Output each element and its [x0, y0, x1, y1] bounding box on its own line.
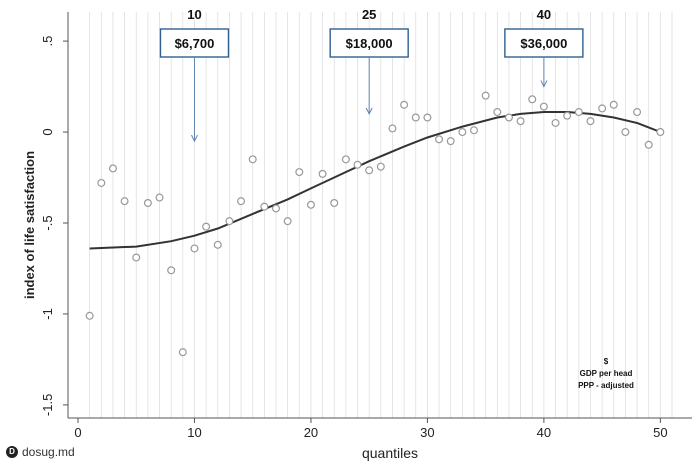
data-point: [481, 91, 490, 100]
data-point: [621, 128, 630, 137]
callout-arrowhead: [540, 80, 548, 88]
data-point: [598, 104, 607, 113]
data-point: [539, 102, 548, 111]
data-point: [97, 178, 106, 187]
x-tick-label: 10: [187, 425, 201, 440]
data-point: [260, 202, 269, 211]
plot-area: [68, 12, 692, 418]
data-point: [376, 162, 385, 171]
fit-curve-line: [89, 111, 661, 250]
top-quantile-label: 25: [362, 7, 376, 22]
top-quantile-label: 10: [187, 7, 201, 22]
data-point: [504, 113, 513, 122]
data-point: [120, 197, 129, 206]
data-point: [365, 166, 374, 175]
data-point: [341, 155, 350, 164]
data-point: [213, 240, 222, 249]
callout-box: [504, 28, 584, 58]
y-axis-title: index of life satisfaction: [22, 151, 37, 299]
data-point: [283, 217, 292, 226]
data-point: [330, 198, 339, 207]
data-point: [446, 137, 455, 146]
data-point: [609, 100, 618, 109]
x-tick-label: 50: [653, 425, 667, 440]
watermark-text: dosug.md: [22, 445, 75, 459]
data-point: [388, 124, 397, 133]
watermark: D dosug.md: [6, 444, 75, 460]
x-tick-label: 40: [537, 425, 551, 440]
data-point: [143, 198, 152, 207]
data-point: [435, 135, 444, 144]
data-point: [202, 222, 211, 231]
data-point: [167, 266, 176, 275]
data-point: [190, 244, 199, 253]
callout-label: $6,700: [175, 36, 215, 51]
data-point: [528, 95, 537, 104]
data-point: [586, 117, 595, 126]
data-point: [656, 128, 665, 137]
data-point: [493, 108, 502, 117]
data-point: [563, 111, 572, 120]
data-point: [295, 168, 304, 177]
data-point: [470, 126, 479, 135]
data-point: [574, 108, 583, 117]
data-point: [411, 113, 420, 122]
data-point: [423, 113, 432, 122]
data-point: [132, 253, 141, 262]
data-point: [306, 200, 315, 209]
callout-box: [159, 28, 230, 58]
data-point: [318, 169, 327, 178]
data-point: [633, 108, 642, 117]
data-point: [516, 117, 525, 126]
data-point: [85, 311, 94, 320]
data-point: [178, 348, 187, 357]
callout-arrowhead: [191, 134, 198, 143]
data-point: [353, 160, 362, 169]
data-point: [108, 164, 117, 173]
top-quantile-label: 40: [537, 7, 551, 22]
y-tick-label: -1: [40, 308, 55, 320]
x-axis-title: quantiles: [362, 445, 418, 461]
data-point: [644, 140, 653, 149]
data-point: [400, 100, 409, 109]
y-tick-label: -1.5: [40, 394, 55, 416]
y-tick-label: .5: [40, 36, 55, 47]
data-point: [248, 155, 257, 164]
data-point: [551, 118, 560, 127]
note-line: PPP - adjusted: [578, 381, 634, 390]
y-tick-label: 0: [40, 128, 55, 135]
data-point: [458, 128, 467, 137]
note-line: $: [604, 357, 609, 366]
data-point: [272, 204, 281, 213]
y-tick-label: -.5: [40, 215, 55, 230]
callout-label: $18,000: [346, 36, 393, 51]
callout-box: [329, 28, 409, 58]
x-tick-label: 20: [304, 425, 318, 440]
callout-arrowhead: [365, 107, 373, 115]
data-point: [225, 217, 234, 226]
data-point: [237, 197, 246, 206]
x-tick-label: 0: [74, 425, 81, 440]
d-logo-icon: D: [6, 446, 18, 458]
callout-label: $36,000: [520, 36, 567, 51]
data-point: [155, 193, 164, 202]
note-line: GDP per head: [580, 369, 633, 378]
x-tick-label: 30: [420, 425, 434, 440]
